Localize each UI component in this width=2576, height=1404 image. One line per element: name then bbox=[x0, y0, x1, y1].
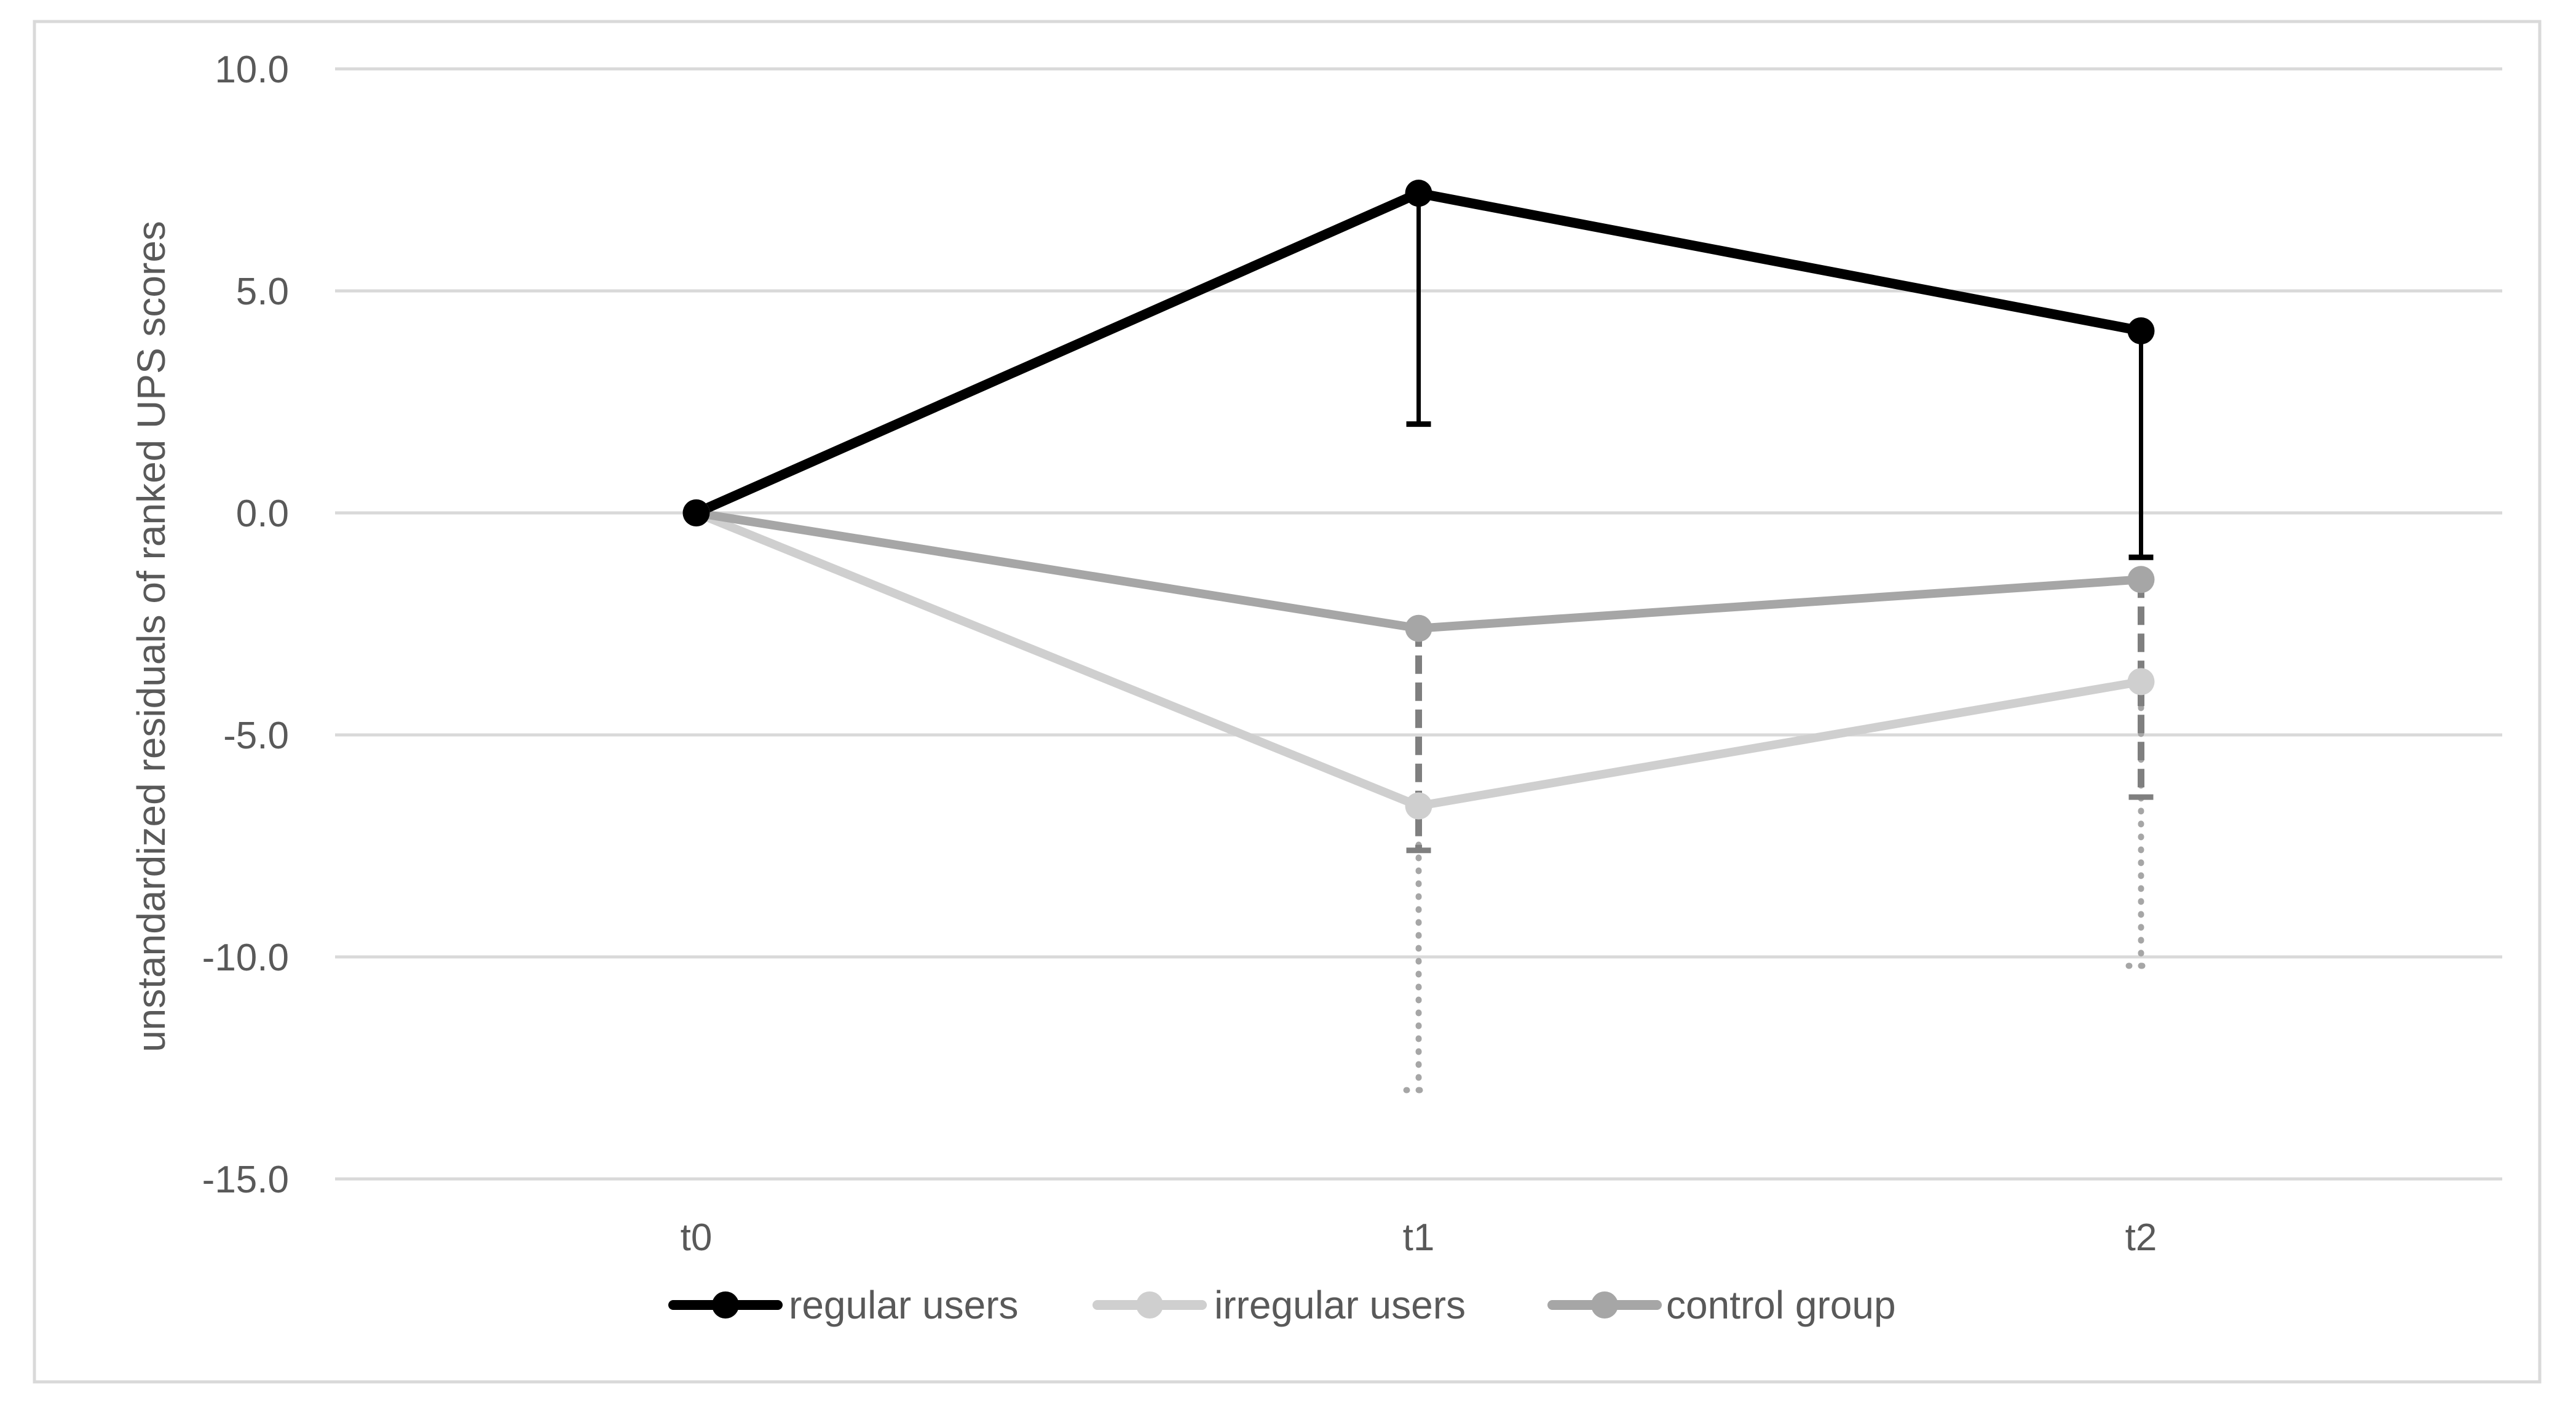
y-tick-label: -10.0 bbox=[202, 937, 289, 979]
y-tick-label: 5.0 bbox=[236, 271, 289, 313]
legend-label: irregular users bbox=[1214, 1283, 1466, 1327]
legend-label: control group bbox=[1666, 1283, 1896, 1327]
y-tick-label: -5.0 bbox=[223, 715, 289, 757]
data-point bbox=[1405, 614, 1432, 642]
legend-swatch-marker bbox=[1136, 1291, 1163, 1319]
legend-swatch-marker bbox=[712, 1291, 739, 1319]
data-point bbox=[2127, 668, 2155, 696]
data-point bbox=[1405, 792, 1432, 820]
y-tick-label: 0.0 bbox=[236, 493, 289, 535]
y-tick-label: 10.0 bbox=[215, 49, 289, 91]
y-tick-labels: 10.0 5.0 0.0 -5.0 -10.0 -15.0 bbox=[202, 49, 289, 1201]
data-points bbox=[682, 180, 2155, 820]
data-point bbox=[2127, 566, 2155, 593]
x-tick-label: t2 bbox=[2125, 1216, 2157, 1259]
data-point bbox=[1405, 180, 1432, 207]
data-point bbox=[2127, 317, 2155, 344]
data-point bbox=[682, 499, 710, 526]
x-tick-label: t0 bbox=[681, 1216, 713, 1259]
y-axis-label: unstandardized residuals of ranked UPS s… bbox=[129, 221, 173, 1052]
y-tick-label: -15.0 bbox=[202, 1159, 289, 1201]
legend-swatch-marker bbox=[1591, 1291, 1618, 1319]
legend-label: regular users bbox=[789, 1283, 1019, 1327]
x-tick-labels: t0 t1 t2 bbox=[681, 1216, 2157, 1259]
x-tick-label: t1 bbox=[1403, 1216, 1435, 1259]
legend: regular users irregular users control grou… bbox=[668, 1283, 1896, 1327]
